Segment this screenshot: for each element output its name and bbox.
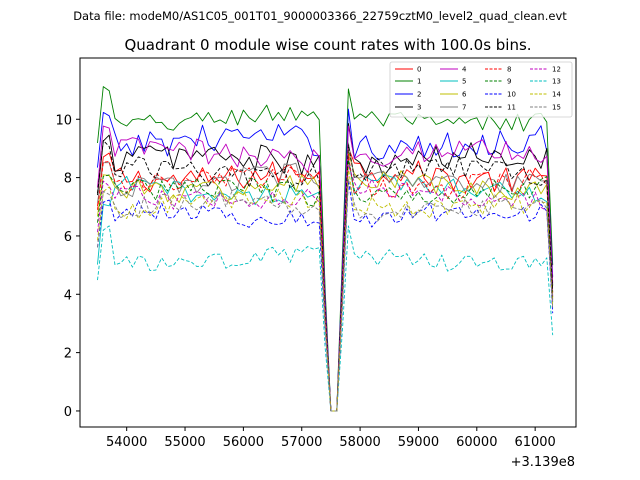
legend-label-module-3: 3 xyxy=(417,104,421,112)
x-tick-label: 57000 xyxy=(281,435,322,450)
legend-label-module-12: 12 xyxy=(552,66,561,74)
y-tick-label: 2 xyxy=(64,347,72,362)
plot-area xyxy=(79,57,577,428)
legend-label-module-8: 8 xyxy=(507,66,511,74)
series-line-module-15 xyxy=(97,178,554,412)
y-tick-label: 8 xyxy=(64,172,72,187)
legend-label-module-6: 6 xyxy=(462,91,467,99)
x-offset-label: +3.139e8 xyxy=(511,455,575,470)
y-axis: 0 2 4 6 8 10 xyxy=(55,113,80,420)
x-tick-label: 58000 xyxy=(339,435,380,450)
legend-label-module-2: 2 xyxy=(417,91,421,99)
x-tick-label: 55000 xyxy=(164,435,205,450)
suptitle: Data file: modeM0/AS1C05_001T01_90000033… xyxy=(73,9,567,23)
axes-frame xyxy=(79,57,577,428)
x-axis: 54000 55000 56000 57000 58000 59000 60000 61000 xyxy=(106,427,556,450)
y-tick-label: 4 xyxy=(64,288,72,303)
legend-label-module-7: 7 xyxy=(462,104,466,112)
series-layer xyxy=(97,86,554,412)
x-tick-label: 56000 xyxy=(223,435,264,450)
y-tick-label: 6 xyxy=(64,230,72,245)
legend-label-module-10: 10 xyxy=(507,91,516,99)
series-line-module-11 xyxy=(97,140,554,412)
legend-label-module-4: 4 xyxy=(462,66,467,74)
legend-label-module-14: 14 xyxy=(552,91,561,99)
x-tick-label: 61000 xyxy=(514,435,555,450)
y-tick-label: 10 xyxy=(55,113,72,128)
legend-label-module-9: 9 xyxy=(507,78,511,86)
x-tick-label: 54000 xyxy=(106,435,147,450)
legend-frame xyxy=(389,61,573,118)
legend-label-module-13: 13 xyxy=(552,78,561,86)
y-tick-label: 0 xyxy=(64,405,72,420)
chart-title: Quadrant 0 module wise count rates with … xyxy=(124,36,531,54)
legend-label-module-0: 0 xyxy=(417,66,421,74)
x-tick-label: 60000 xyxy=(456,435,497,450)
legend-label-module-15: 15 xyxy=(552,104,561,112)
x-tick-label: 59000 xyxy=(398,435,439,450)
legend-label-module-1: 1 xyxy=(417,78,421,86)
legend-label-module-11: 11 xyxy=(507,104,516,112)
legend-label-module-5: 5 xyxy=(462,78,466,86)
